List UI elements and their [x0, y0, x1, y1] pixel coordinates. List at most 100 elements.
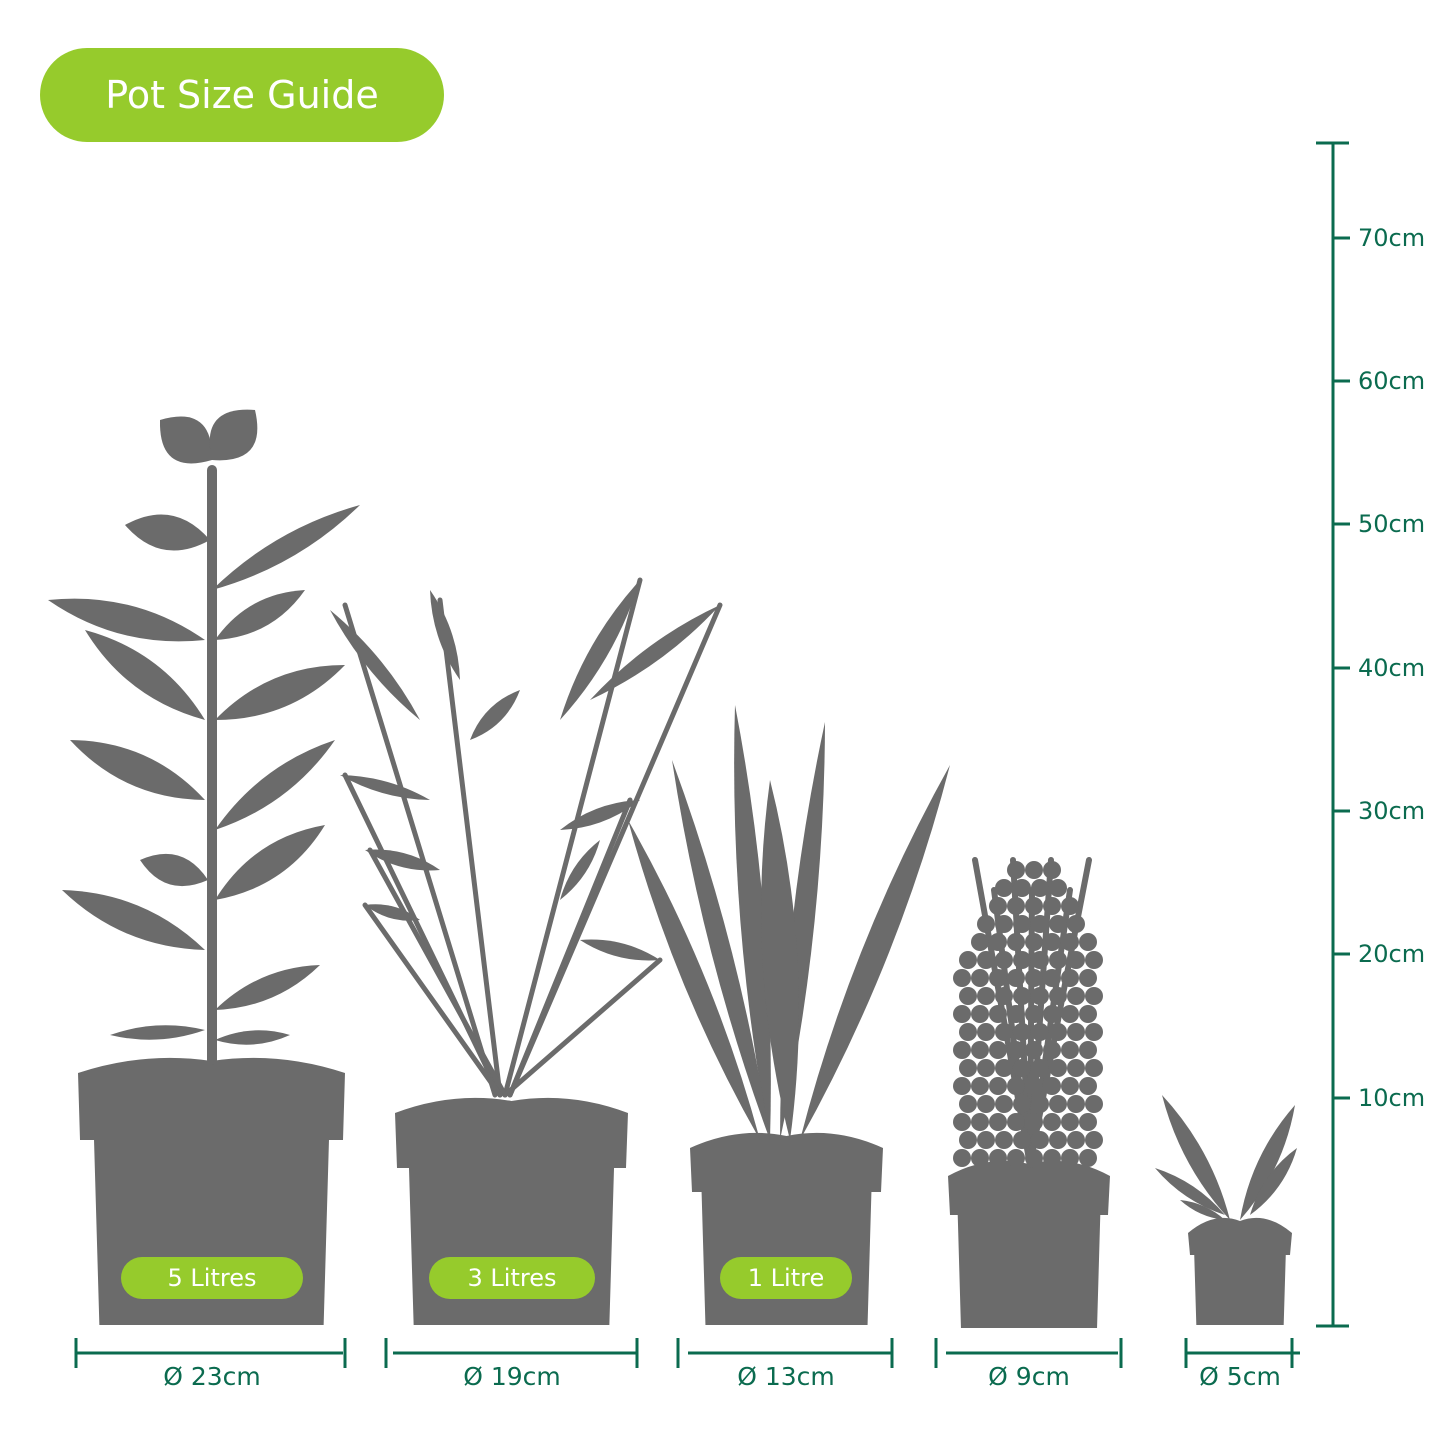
shrub-foliage — [1007, 1113, 1025, 1131]
shrub-foliage — [989, 1113, 1007, 1131]
shrub-foliage — [1043, 897, 1061, 915]
shrub-foliage — [995, 879, 1013, 897]
shrub-foliage — [1079, 1077, 1097, 1095]
shrub-foliage — [1031, 1059, 1049, 1077]
shrub-foliage — [995, 1059, 1013, 1077]
snake-plant-leaf — [761, 780, 799, 1140]
shrub-foliage — [1031, 1023, 1049, 1041]
shrub-foliage — [959, 1023, 977, 1041]
shrub-foliage — [1049, 987, 1067, 1005]
plant-leaf — [48, 598, 205, 642]
shrub-foliage — [1085, 1023, 1103, 1041]
shrub-foliage — [1031, 1095, 1049, 1113]
shrub-foliage — [953, 969, 971, 987]
shrub-foliage — [989, 1005, 1007, 1023]
shrub-foliage — [1043, 1113, 1061, 1131]
shrub-foliage — [1067, 1095, 1085, 1113]
shrub-foliage — [1043, 1149, 1061, 1167]
plant-leaf — [215, 1030, 290, 1045]
shrub-foliage — [995, 951, 1013, 969]
shrub-foliage — [1085, 1131, 1103, 1149]
palm-frond — [560, 800, 640, 830]
shrub-foliage — [1025, 1113, 1043, 1131]
shrub-foliage — [1013, 987, 1031, 1005]
plant-leaf — [215, 965, 320, 1010]
shrub-foliage — [1049, 951, 1067, 969]
shrub-foliage — [1013, 1059, 1031, 1077]
snake-plant-leaf — [672, 760, 770, 1140]
volume-badge: 5 Litres — [121, 1257, 303, 1299]
plant-leaf — [212, 505, 360, 590]
height-tick-label: 30cm — [1358, 797, 1426, 825]
shrub-foliage — [1061, 897, 1079, 915]
shrub-foliage — [1031, 915, 1049, 933]
shrub-foliage — [989, 933, 1007, 951]
shrub-foliage — [1085, 951, 1103, 969]
shrub-foliage — [1067, 951, 1085, 969]
shrub-foliage — [1013, 879, 1031, 897]
shrub-foliage — [1061, 969, 1079, 987]
shrub-foliage — [1079, 1005, 1097, 1023]
plant-leaf — [62, 890, 205, 950]
shrub-foliage — [989, 1149, 1007, 1167]
shrub-foliage — [1013, 1131, 1031, 1149]
shrub-foliage — [959, 951, 977, 969]
plant-stem — [502, 577, 643, 1098]
height-tick-label: 60cm — [1358, 367, 1426, 395]
plant-stem — [507, 797, 633, 1098]
shrub-foliage — [1013, 915, 1031, 933]
shrub-foliage — [1007, 861, 1025, 879]
shrub-foliage — [1043, 969, 1061, 987]
shrub-foliage — [959, 1059, 977, 1077]
shrub-foliage — [977, 951, 995, 969]
volume-badge: 3 Litres — [429, 1257, 595, 1299]
shrub-foliage — [977, 1023, 995, 1041]
plant-leaf — [70, 740, 205, 800]
shrub-foliage — [989, 1077, 1007, 1095]
shrub-foliage — [995, 1131, 1013, 1149]
seedling-leaf — [1162, 1095, 1230, 1220]
shrub-foliage — [1043, 861, 1061, 879]
shrub-foliage — [1049, 1095, 1067, 1113]
shrub-foliage — [1007, 933, 1025, 951]
shrub-foliage — [971, 1113, 989, 1131]
palm-frond — [330, 610, 420, 720]
shrub-foliage — [995, 915, 1013, 933]
shrub-foliage — [1007, 969, 1025, 987]
shrub-foliage — [995, 1023, 1013, 1041]
shrub-foliage — [1007, 897, 1025, 915]
plant-leaf — [159, 416, 213, 464]
snake-plant-leaf — [734, 705, 771, 1140]
shrub-foliage — [1007, 1077, 1025, 1095]
shrub-foliage — [1079, 1041, 1097, 1059]
palm-frond — [560, 580, 640, 720]
seedling-leaf — [1240, 1105, 1295, 1220]
shrub-foliage — [953, 1149, 971, 1167]
height-tick-label: 40cm — [1358, 654, 1426, 682]
palm-frond — [340, 775, 430, 800]
shrub-foliage — [971, 1077, 989, 1095]
shrub-foliage — [1025, 933, 1043, 951]
shrub-foliage — [995, 1095, 1013, 1113]
shrub-foliage — [1025, 861, 1043, 879]
shrub-foliage — [1079, 969, 1097, 987]
shrub-foliage — [1049, 1131, 1067, 1149]
shrub-foliage — [1049, 1059, 1067, 1077]
plant-leaf — [215, 740, 335, 830]
snake-plant-leaf — [800, 765, 950, 1140]
plant-leaf — [215, 664, 345, 721]
shrub-foliage — [971, 1149, 989, 1167]
plant-leaf — [209, 409, 258, 461]
shrub-foliage — [1013, 951, 1031, 969]
height-tick-label: 50cm — [1358, 510, 1426, 538]
shrub-foliage — [1061, 1113, 1079, 1131]
shrub-foliage — [1061, 933, 1079, 951]
shrub-foliage — [1085, 1095, 1103, 1113]
pot-silhouette — [1188, 1217, 1292, 1325]
shrub-foliage — [959, 987, 977, 1005]
shrub-foliage — [1085, 1059, 1103, 1077]
shrub-foliage — [989, 1041, 1007, 1059]
page-title: Pot Size Guide — [40, 48, 444, 142]
shrub-foliage — [971, 933, 989, 951]
height-tick-label: 20cm — [1358, 940, 1426, 968]
